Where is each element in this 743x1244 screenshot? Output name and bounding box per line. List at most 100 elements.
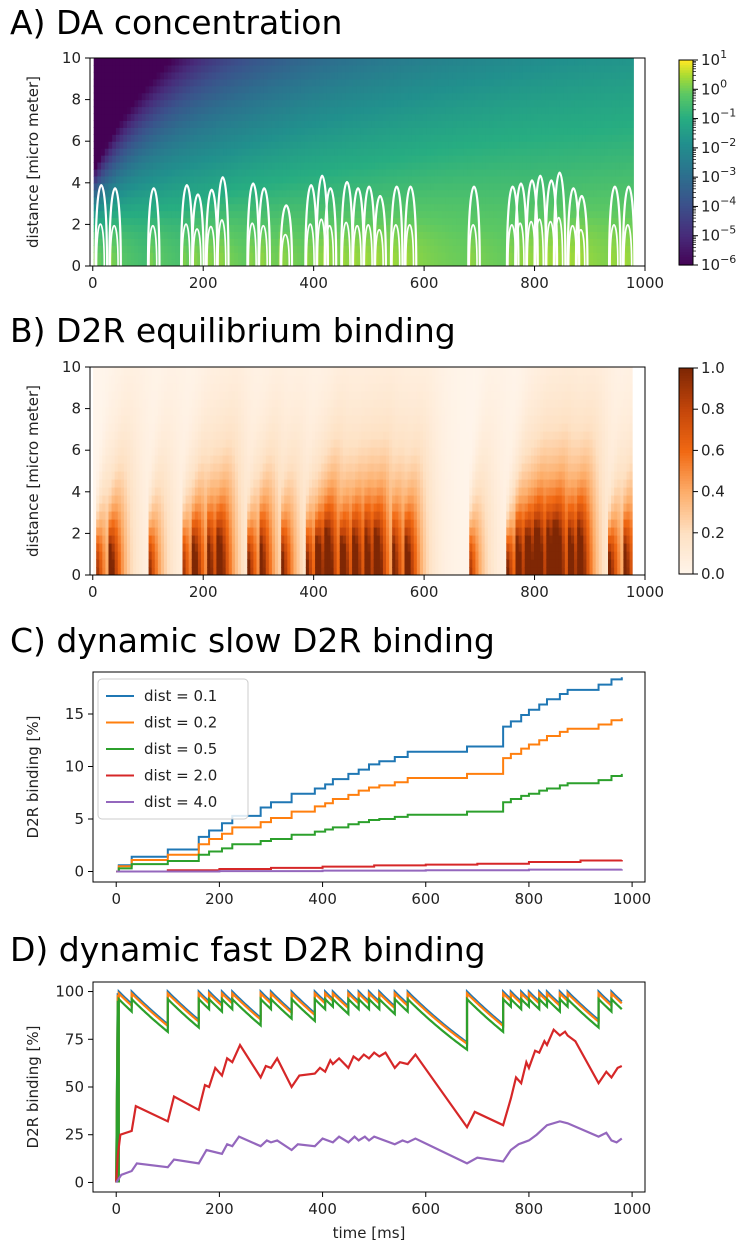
heatmap-cell xyxy=(356,231,361,239)
heatmap-cell xyxy=(619,168,624,177)
heatmap-cell xyxy=(463,217,468,225)
heatmap-cell xyxy=(230,245,235,253)
heatmap-cell xyxy=(386,252,391,260)
heatmap-cell xyxy=(297,217,302,225)
colorbar-swatch xyxy=(679,154,693,158)
heatmap-cell xyxy=(223,210,228,219)
heatmap-cell xyxy=(189,148,195,156)
heatmap-cell xyxy=(114,479,119,488)
heatmap-cell xyxy=(534,58,539,66)
heatmap-cell xyxy=(619,106,624,115)
heatmap-cell xyxy=(352,182,357,191)
colorbar-swatch xyxy=(679,226,693,230)
heatmap-cell xyxy=(437,71,443,80)
heatmap-cell xyxy=(511,168,517,177)
heatmap-cell xyxy=(456,168,461,177)
heatmap-cell xyxy=(404,189,409,198)
heatmap-cell xyxy=(460,175,465,184)
heatmap-cell xyxy=(127,551,131,560)
heatmap-cell xyxy=(111,407,116,416)
heatmap-cell xyxy=(615,106,620,115)
heatmap-cell xyxy=(141,182,147,191)
heatmap-cell xyxy=(519,182,524,191)
heatmap-cell xyxy=(263,113,269,121)
heatmap-cell xyxy=(589,217,594,225)
heatmap-cell xyxy=(141,162,147,170)
heatmap-cell xyxy=(367,245,372,253)
heatmap-cell xyxy=(400,92,406,101)
heatmap-cell xyxy=(404,120,409,128)
contour-line xyxy=(280,233,291,266)
heatmap-cell xyxy=(460,231,465,239)
heatmap-cell xyxy=(471,175,476,184)
heatmap-cell xyxy=(96,383,100,392)
heatmap-cell xyxy=(117,407,122,416)
heatmap-cell xyxy=(389,113,394,121)
heatmap-cell xyxy=(334,85,339,94)
heatmap-cell xyxy=(537,99,542,108)
heatmap-cell xyxy=(127,407,131,416)
heatmap-cell xyxy=(275,141,280,149)
heatmap-cell xyxy=(293,106,298,115)
heatmap-cell xyxy=(312,141,317,149)
heatmap-cell xyxy=(615,231,620,239)
colorbar-swatch xyxy=(679,65,693,69)
heatmap-cell xyxy=(278,134,283,142)
heatmap-cell xyxy=(493,148,498,156)
heatmap-cell xyxy=(485,148,491,156)
heatmap-cell xyxy=(230,231,235,239)
heatmap-cell xyxy=(193,113,198,121)
heatmap-cell xyxy=(330,99,335,108)
heatmap-cell xyxy=(93,415,97,424)
heatmap-cell xyxy=(608,189,613,198)
heatmap-cell xyxy=(456,99,461,108)
heatmap-cell xyxy=(508,162,513,170)
heatmap-cell xyxy=(593,259,598,266)
heatmap-cell xyxy=(275,182,280,191)
heatmap-cell xyxy=(212,182,217,191)
heatmap-cell xyxy=(478,175,483,184)
heatmap-cell xyxy=(114,415,119,424)
heatmap-cell xyxy=(352,99,357,108)
heatmap-cell xyxy=(504,106,509,115)
heatmap-cell xyxy=(345,155,350,163)
heatmap-cell xyxy=(123,259,128,266)
heatmap-cell xyxy=(445,224,450,232)
heatmap-cell xyxy=(249,252,254,260)
heatmap-cell xyxy=(304,120,309,128)
heatmap-cell xyxy=(367,210,372,219)
heatmap-cell xyxy=(423,113,428,121)
heatmap-cell xyxy=(145,148,150,156)
heatmap-cell xyxy=(589,85,594,94)
heatmap-cell xyxy=(275,252,280,260)
contour-line xyxy=(574,195,589,266)
heatmap-cell xyxy=(167,120,172,128)
colorbar-swatch xyxy=(679,216,693,220)
heatmap-cell xyxy=(212,92,217,101)
heatmap-cell xyxy=(437,231,443,239)
heatmap-cell xyxy=(133,407,137,416)
heatmap-cell xyxy=(312,217,317,225)
heatmap-cell xyxy=(189,92,195,101)
heatmap-cell xyxy=(437,134,443,142)
colorbar-swatch xyxy=(679,183,693,187)
heatmap-cell xyxy=(120,375,125,384)
heatmap-cell xyxy=(548,106,554,115)
heatmap-cell xyxy=(149,245,154,253)
heatmap-cell xyxy=(622,134,628,142)
heatmap-cell xyxy=(430,64,435,73)
heatmap-cell xyxy=(452,106,457,115)
heatmap-cell xyxy=(604,252,609,260)
heatmap-cell xyxy=(374,134,380,142)
heatmap-cell xyxy=(108,463,113,472)
heatmap-cell xyxy=(500,182,505,191)
heatmap-cell xyxy=(437,113,443,121)
heatmap-cell xyxy=(508,155,513,163)
heatmap-cell xyxy=(556,71,561,80)
heatmap-cell xyxy=(448,120,454,128)
heatmap-cell xyxy=(208,64,213,73)
heatmap-cell xyxy=(93,463,97,472)
heatmap-cell xyxy=(556,217,561,225)
heatmap-cell xyxy=(238,64,243,73)
heatmap-cell xyxy=(260,168,265,177)
